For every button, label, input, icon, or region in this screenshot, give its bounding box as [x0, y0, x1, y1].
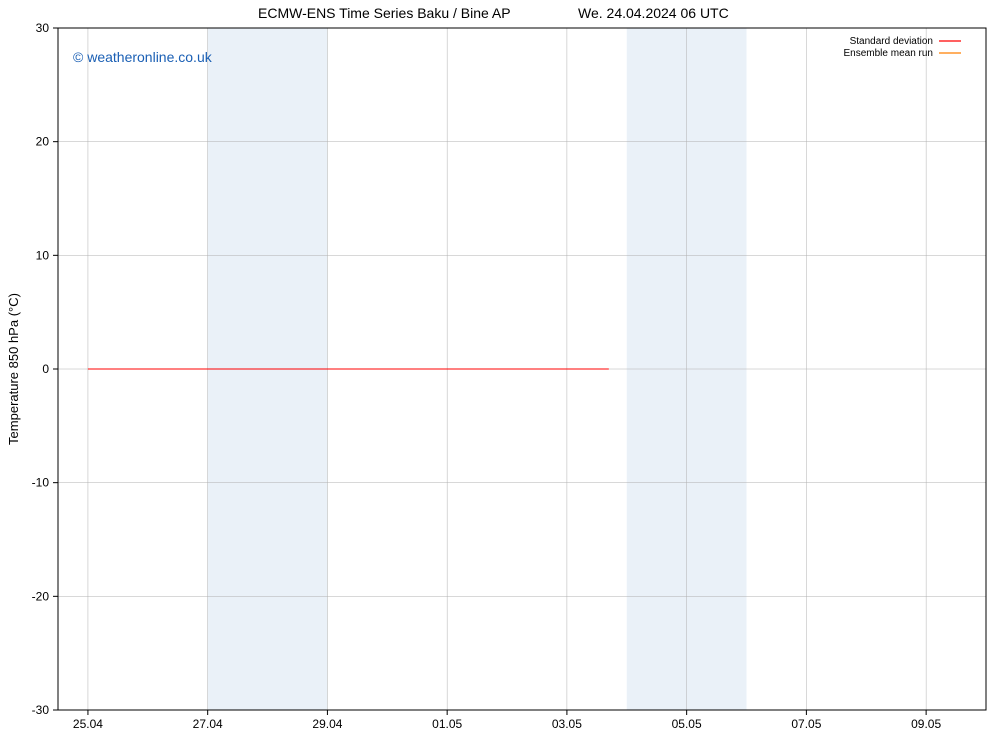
y-tick-label: -30 — [32, 703, 50, 717]
x-tick-label: 25.04 — [73, 717, 103, 731]
chart-title-left: ECMW-ENS Time Series Baku / Bine AP — [258, 5, 511, 21]
y-tick-label: 0 — [42, 362, 49, 376]
x-tick-label: 09.05 — [911, 717, 941, 731]
y-axis-label: Temperature 850 hPa (°C) — [6, 293, 21, 445]
chart-svg: 25.04 27.04 29.04 01.05 03.05 05.05 07.05 09.05… — [0, 0, 1000, 733]
y-tick-label: -20 — [32, 589, 50, 603]
chart-container: 25.04 27.04 29.04 01.05 03.05 05.05 07.05 09.05… — [0, 0, 1000, 733]
x-tick-label: 27.04 — [193, 717, 223, 731]
legend-label: Standard deviation — [850, 36, 933, 47]
watermark: © weatheronline.co.uk — [73, 49, 213, 65]
x-tick-label: 01.05 — [432, 717, 462, 731]
x-tick-label: 05.05 — [672, 717, 702, 731]
y-tick-label: -10 — [32, 476, 50, 490]
chart-title-right: We. 24.04.2024 06 UTC — [578, 5, 729, 21]
y-tick-label: 10 — [36, 248, 50, 262]
x-tick-label: 29.04 — [312, 717, 342, 731]
legend-label: Ensemble mean run — [844, 48, 934, 59]
y-tick-label: 20 — [36, 135, 50, 149]
y-tick-label: 30 — [36, 21, 50, 35]
x-tick-label: 07.05 — [791, 717, 821, 731]
x-tick-label: 03.05 — [552, 717, 582, 731]
